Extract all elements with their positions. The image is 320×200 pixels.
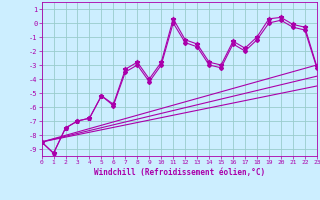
X-axis label: Windchill (Refroidissement éolien,°C): Windchill (Refroidissement éolien,°C) bbox=[94, 168, 265, 177]
